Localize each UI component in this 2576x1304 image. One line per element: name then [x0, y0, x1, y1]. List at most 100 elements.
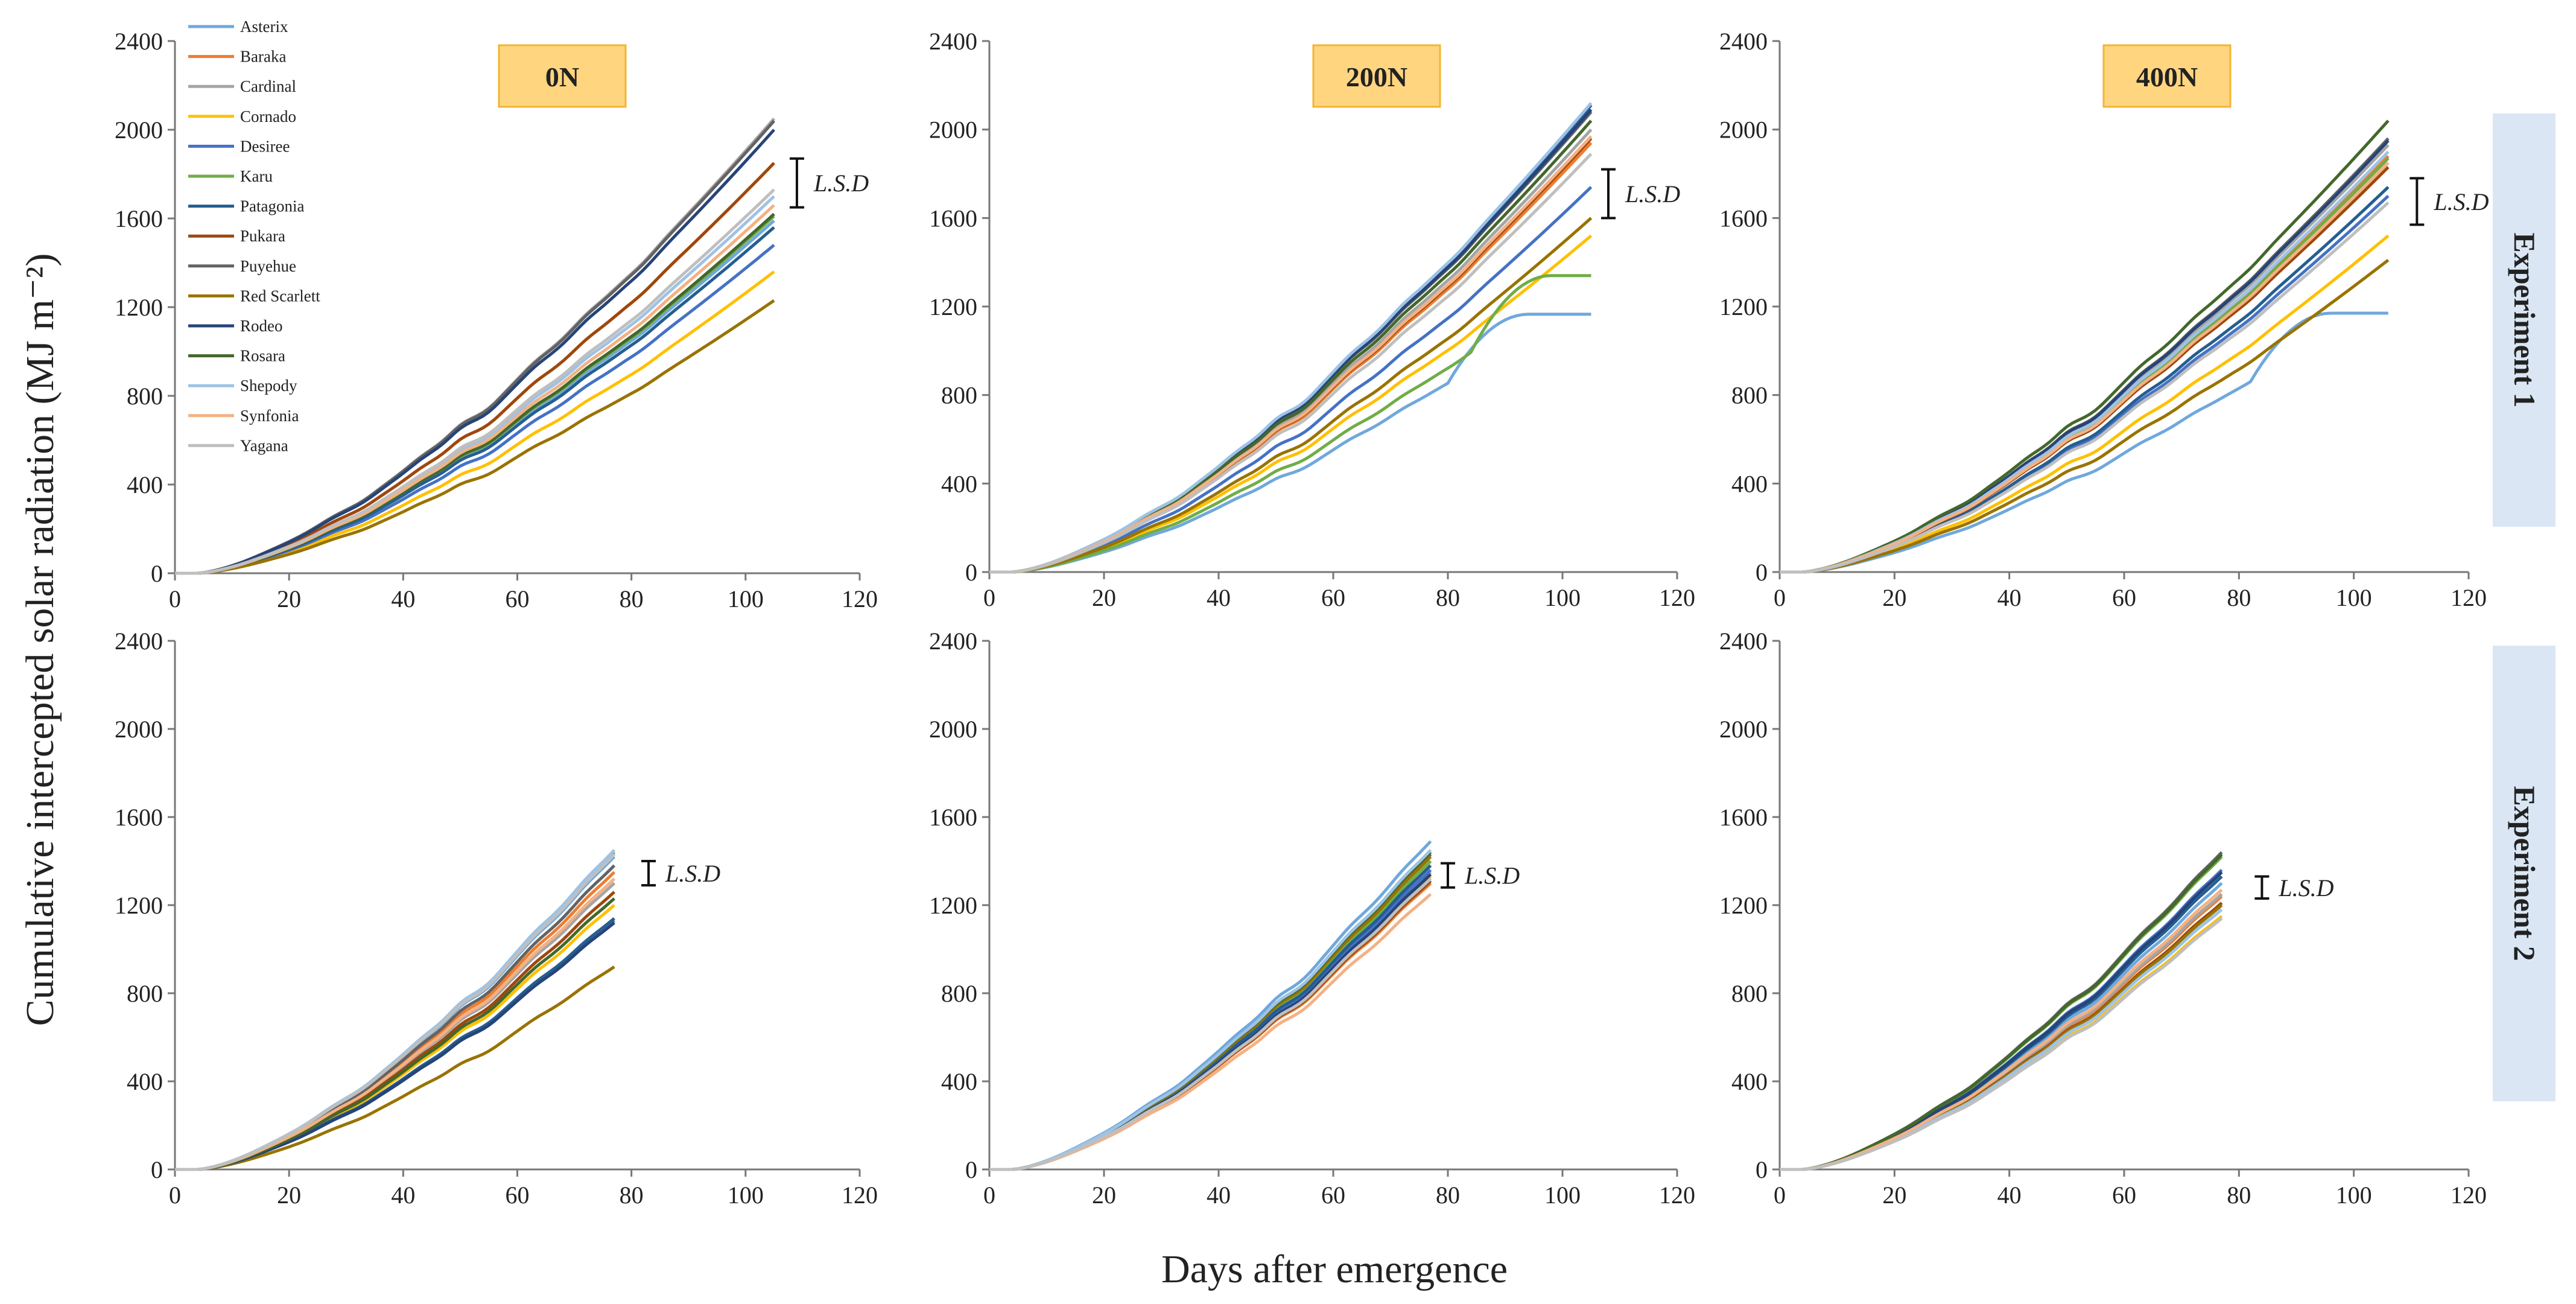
y-tick-label: 2000 [929, 716, 977, 743]
lsd-error-bar [1441, 862, 1455, 889]
legend-entry: Baraka [188, 48, 286, 66]
series-line-pukara [1780, 902, 2223, 1171]
x-tick-label: 120 [2451, 584, 2487, 611]
panel-5: 0 400 800 1200 1600 2000 2400 0 20 40 60 80 100 120 L.… [929, 628, 1695, 1209]
svg-text:Experiment 2: Experiment 2 [2508, 786, 2542, 961]
legend-label: Yagana [240, 436, 288, 454]
legend-entry: Puyehue [188, 257, 296, 275]
x-tick-label: 120 [1659, 584, 1695, 611]
y-tick-label: 2400 [929, 28, 977, 55]
x-tick-label: 40 [1207, 584, 1231, 611]
lsd-label: L.S.D [813, 170, 869, 197]
series-line-yagana [1780, 917, 2223, 1171]
legend-label: Patagonia [240, 197, 304, 215]
lsd-error-bar [789, 157, 804, 209]
svg-text:400N: 400N [2136, 62, 2198, 92]
x-tick-label: 120 [1659, 1182, 1695, 1209]
y-tick-label: 1200 [929, 892, 977, 919]
x-tick-label: 100 [728, 585, 764, 612]
series-line-red-scarlett [989, 217, 1593, 574]
series-line-rodeo [175, 129, 775, 575]
experiment-label-1: Experiment 1 [2493, 113, 2555, 527]
y-tick-label: 2000 [929, 116, 977, 144]
svg-text:Experiment 1: Experiment 1 [2508, 232, 2542, 407]
series-line-karu [1780, 855, 2223, 1171]
y-tick-label: 2400 [1719, 628, 1768, 655]
legend-label: Cornado [240, 107, 296, 126]
y-tick-label: 1600 [929, 205, 977, 232]
series-line-rodeo [1780, 139, 2390, 574]
y-tick-label: 0 [965, 559, 977, 586]
x-tick-label: 0 [169, 585, 181, 612]
legend-entry: Desiree [188, 137, 290, 155]
lsd-label: L.S.D [1625, 180, 1680, 208]
svg-text:0N: 0N [545, 62, 579, 92]
legend-entry: Patagonia [188, 197, 304, 215]
treatment-labels: 0N 200N 400N [498, 44, 2232, 108]
panel-2: 0 400 800 1200 1600 2000 2400 0 20 40 60 80 100 120 L.… [929, 28, 1695, 611]
legend-label: Karu [240, 167, 273, 185]
treatment-label-400n: 400N [2102, 44, 2232, 108]
x-tick-label: 80 [2227, 584, 2251, 611]
x-tick-label: 0 [169, 1182, 181, 1209]
y-tick-label: 2000 [1719, 116, 1768, 144]
series-line-red-scarlett [175, 965, 615, 1171]
series-line-rosara [989, 851, 1432, 1171]
y-tick-label: 800 [941, 382, 977, 409]
y-tick-label: 0 [1756, 559, 1768, 586]
legend-entry: Cornado [188, 107, 296, 126]
series-line-pukara [1780, 166, 2390, 574]
x-tick-label: 60 [1321, 1182, 1345, 1209]
y-tick-label: 400 [127, 471, 163, 498]
series-line-asterix [989, 840, 1432, 1171]
lsd-label: L.S.D [665, 860, 720, 887]
series-line-yagana [989, 153, 1593, 574]
series-line-cardinal [989, 129, 1593, 574]
x-tick-label: 40 [391, 1182, 415, 1209]
x-tick-label: 100 [1544, 584, 1581, 611]
x-tick-label: 0 [983, 584, 995, 611]
y-tick-label: 2400 [1719, 28, 1768, 55]
series-line-cardinal [989, 871, 1432, 1171]
legend-label: Cardinal [240, 77, 296, 95]
legend-entry: Synfonia [188, 407, 299, 425]
y-tick-label: 1600 [115, 205, 163, 232]
panel-3: 0 400 800 1200 1600 2000 2400 0 20 40 60 80 100 120 L.… [1719, 28, 2489, 611]
y-tick-label: 400 [941, 470, 977, 497]
series-line-cornado [1780, 234, 2390, 574]
y-tick-label: 800 [127, 980, 163, 1007]
panel-4: 0 400 800 1200 1600 2000 2400 0 20 40 60 80 100 120 L.… [115, 628, 878, 1209]
y-tick-label: 800 [127, 383, 163, 410]
x-tick-label: 60 [2112, 1182, 2136, 1209]
lsd-label: L.S.D [2433, 188, 2489, 215]
series-line-rosara [1780, 853, 2223, 1171]
x-tick-label: 60 [506, 585, 530, 612]
series-line-karu [989, 274, 1591, 574]
experiment-labels: Experiment 1 Experiment 2 [2493, 113, 2555, 1101]
series-line-rodeo [175, 921, 615, 1171]
y-tick-label: 800 [1731, 980, 1768, 1007]
series-line-synfonia [989, 135, 1593, 574]
y-tick-label: 2000 [115, 716, 163, 743]
y-axis-title: Cumulative intercepted solar radiation (… [18, 253, 62, 1026]
y-tick-label: 1200 [1719, 892, 1768, 919]
y-tick-label: 2400 [929, 628, 977, 655]
x-tick-label: 80 [1436, 584, 1460, 611]
y-tick-label: 800 [1731, 382, 1768, 409]
legend-entry: Pukara [188, 227, 285, 245]
legend-label: Synfonia [240, 407, 299, 425]
panel-6: 0 400 800 1200 1600 2000 2400 0 20 40 60 80 100 120 L.… [1719, 628, 2487, 1209]
y-tick-label: 400 [941, 1068, 977, 1095]
series-line-shepody [989, 102, 1593, 574]
y-tick-label: 1200 [1719, 293, 1768, 320]
treatment-label-0n: 0N [498, 44, 627, 108]
y-tick-label: 0 [151, 1156, 163, 1183]
series-line-red-scarlett [1780, 259, 2390, 574]
lsd-label: L.S.D [1464, 862, 1520, 889]
series-line-rosara [989, 119, 1593, 574]
lsd-error-bar [1601, 168, 1616, 220]
y-tick-label: 1600 [115, 804, 163, 831]
series-line-cardinal [1780, 144, 2390, 574]
series-line-red-scarlett [175, 299, 775, 575]
